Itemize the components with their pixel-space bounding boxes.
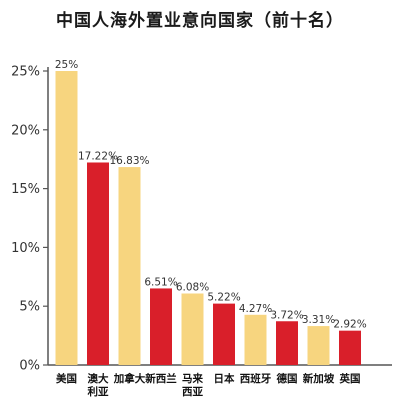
x-tick-label: 澳大 [88,372,109,385]
bar-value-label: 4.27% [239,303,272,315]
x-tick-label: 美国 [56,372,77,385]
bar-value-label: 2.92% [333,319,366,331]
x-tick-label: 西班牙 [240,372,272,385]
x-tick-label: 德国 [276,372,298,385]
bar [87,162,109,365]
bar-value-label: 3.72% [270,309,303,321]
x-tick-label: 马来 [182,372,203,385]
y-tick-label: 25% [11,65,40,80]
chart-title: 中国人海外置业意向国家（前十名） [56,11,344,31]
bar [181,293,204,365]
bar-value-label: 6.51% [144,276,177,288]
bar [150,288,172,365]
bar-value-label: 25% [55,59,78,71]
bar-value-label: 5.22% [207,292,240,304]
y-tick-label: 0% [19,359,40,374]
y-tick-label: 20% [11,123,40,138]
bar [118,167,141,365]
bar-value-label: 17.22% [78,150,118,162]
bar [55,71,78,365]
y-tick-label: 10% [11,241,40,256]
x-tick-label: 新加坡 [303,372,335,385]
bar [307,326,330,365]
bar [213,303,235,365]
x-tick-label: 利亚 [88,385,109,398]
bar [339,330,361,365]
bar [276,321,298,365]
x-tick-label: 西亚 [182,386,203,398]
x-tick-label: 日本 [214,372,235,385]
y-tick-label: 5% [19,300,40,315]
bar-value-label: 6.08% [176,281,209,293]
bar [244,314,267,365]
bar-value-label: 16.83% [109,155,149,167]
x-tick-label: 加拿大 [113,372,146,385]
bar-value-label: 3.31% [302,314,335,326]
x-tick-label: 英国 [339,372,361,385]
x-tick-label: 新西兰 [145,372,177,385]
y-tick-label: 15% [11,182,40,197]
